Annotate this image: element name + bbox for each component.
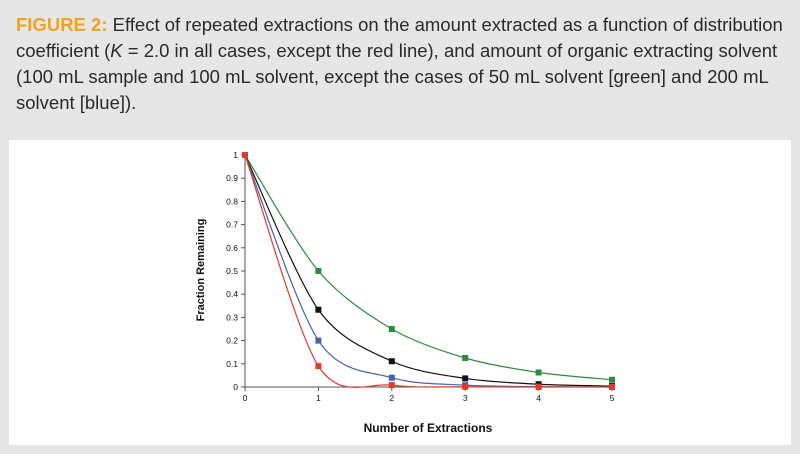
chart-panel: 0 0.1 0.2 0.3 0.4 0.5 0.6 0.7 0.8 0.9 1 0 1 2 3 4 5 Numb… <box>9 140 791 445</box>
data-point-red <box>535 383 542 390</box>
series-line-green <box>244 154 613 381</box>
data-point-blue <box>388 374 395 381</box>
data-point-black <box>315 306 322 313</box>
y-tick-label: 0.1 <box>226 359 238 369</box>
data-point-red <box>388 382 395 389</box>
x-axis-label: Number of Extractions <box>364 421 493 435</box>
data-point-green <box>462 355 469 361</box>
data-point-green <box>388 326 395 332</box>
y-tick-label: 0.4 <box>226 289 238 299</box>
figure-caption: FIGURE 2: Effect of repeated extractions… <box>16 12 786 116</box>
data-point-black <box>388 358 395 365</box>
k-symbol: K <box>110 40 123 61</box>
y-axis-label: Fraction Remaining <box>195 219 207 322</box>
y-tick-label: 0.8 <box>226 196 238 206</box>
data-point-green <box>535 369 542 376</box>
y-tick-label: 1 <box>233 150 238 160</box>
y-tick-label: 0.7 <box>226 220 238 230</box>
caption-text-2: = 2.0 in all cases, except the red line)… <box>16 40 778 113</box>
caption-text-1: Effect of repeated extractions on the am… <box>16 14 783 61</box>
data-point-red <box>315 363 322 370</box>
y-tick-label: 0.2 <box>226 336 238 346</box>
data-point-red <box>609 384 615 390</box>
y-tick-label: 0 <box>233 382 238 392</box>
x-tick-label: 5 <box>610 393 615 403</box>
y-tick-label: 0.6 <box>226 243 238 253</box>
figure-label: FIGURE 2: <box>16 14 108 35</box>
chart: 0 0.1 0.2 0.3 0.4 0.5 0.6 0.7 0.8 0.9 1 0 1 2 3 4 5 Numb… <box>195 150 615 435</box>
series-line-black <box>244 154 613 387</box>
x-tick-label: 1 <box>316 393 321 403</box>
x-tick-label: 2 <box>389 393 394 403</box>
x-tick-label: 3 <box>463 393 468 403</box>
y-tick-label: 0.5 <box>226 266 238 276</box>
data-point-red <box>462 383 469 390</box>
data-point-green <box>609 376 615 383</box>
data-point-green <box>315 268 322 274</box>
x-tick-label: 0 <box>243 393 248 403</box>
series-line-red <box>244 154 613 389</box>
y-tick-label: 0.3 <box>226 312 238 322</box>
y-tick-label: 0.9 <box>226 173 238 183</box>
data-point-black <box>462 375 469 382</box>
x-tick-label: 4 <box>536 393 541 403</box>
series-line-blue <box>244 154 613 388</box>
data-point-red <box>242 152 248 158</box>
data-point-blue <box>315 337 322 344</box>
